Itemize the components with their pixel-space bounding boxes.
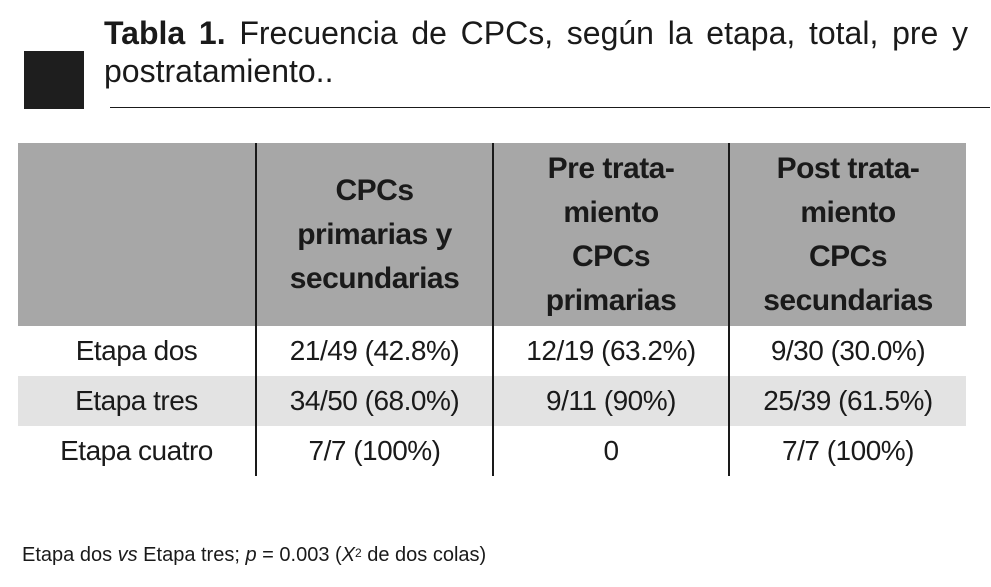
table-cell: 7/7 (100%)	[255, 426, 493, 476]
caption-description: Frecuencia de CPCs, según la etapa, tota…	[104, 15, 969, 89]
table-row: Etapa cuatro 7/7 (100%) 0 7/7 (100%)	[18, 426, 966, 476]
footnote-superscript: 2	[355, 546, 362, 560]
header-line: CPCs	[571, 239, 651, 273]
header-line: Pre trata-	[547, 151, 675, 185]
row-label: Etapa cuatro	[60, 435, 213, 466]
header-line: primarias	[545, 283, 677, 317]
table-cell: 0	[492, 426, 729, 476]
footnote-chi-symbol: X	[341, 544, 355, 566]
header-line: secundarias	[763, 283, 933, 317]
footnote-text: de dos colas)	[361, 544, 487, 566]
caption-rule	[110, 107, 990, 108]
table-cell: 9/30 (30.0%)	[728, 326, 966, 376]
table-cell: 34/50 (68.0%)	[255, 376, 493, 426]
caption-square-marker	[24, 51, 84, 109]
row-label: Etapa dos	[75, 335, 198, 366]
header-cpcs-total: CPCs primarias y secundarias	[255, 143, 493, 326]
table-caption: Tabla 1. Frecuencia de CPCs, según la et…	[24, 14, 990, 109]
table-cell: 12/19 (63.2%)	[492, 326, 729, 376]
footnote-text: Etapa tres;	[137, 544, 246, 566]
header-post-treatment: Post trata- miento CPCs secundarias	[728, 143, 966, 326]
table-cell: 21/49 (42.8%)	[255, 326, 493, 376]
table-row: Etapa tres 34/50 (68.0%) 9/11 (90%) 25/3…	[18, 376, 966, 426]
frequency-table: CPCs primarias y secundarias Pre trata- …	[18, 143, 966, 476]
table-cell: 9/11 (90%)	[492, 376, 729, 426]
header-line: Post trata-	[776, 151, 920, 185]
caption-label: Tabla 1.	[104, 15, 226, 51]
table-cell: 7/7 (100%)	[728, 426, 966, 476]
header-line: secundarias	[289, 261, 460, 295]
header-line: miento	[563, 195, 659, 229]
header-pre-treatment: Pre trata- miento CPCs primarias	[492, 143, 729, 326]
caption-text: Tabla 1. Frecuencia de CPCs, según la et…	[104, 14, 968, 90]
header-corner-cell	[18, 143, 256, 326]
row-label: Etapa tres	[75, 385, 198, 416]
header-line: primarias y	[297, 217, 452, 251]
footnote-text: = 0.003 (	[256, 544, 342, 566]
table-row: Etapa dos 21/49 (42.8%) 12/19 (63.2%) 9/…	[18, 326, 966, 376]
table-cell: 25/39 (61.5%)	[728, 376, 966, 426]
header-line: CPCs	[335, 173, 414, 207]
header-line: CPCs	[808, 239, 888, 273]
footnote-p-symbol: p	[245, 544, 257, 566]
footnote-text: Etapa dos	[22, 544, 118, 566]
header-row: CPCs primarias y secundarias Pre trata- …	[18, 143, 966, 326]
table-footnote: Etapa dos vs Etapa tres; p = 0.003 (X2 d…	[22, 542, 486, 568]
footnote-vs: vs	[117, 544, 138, 566]
header-line: miento	[800, 195, 896, 229]
